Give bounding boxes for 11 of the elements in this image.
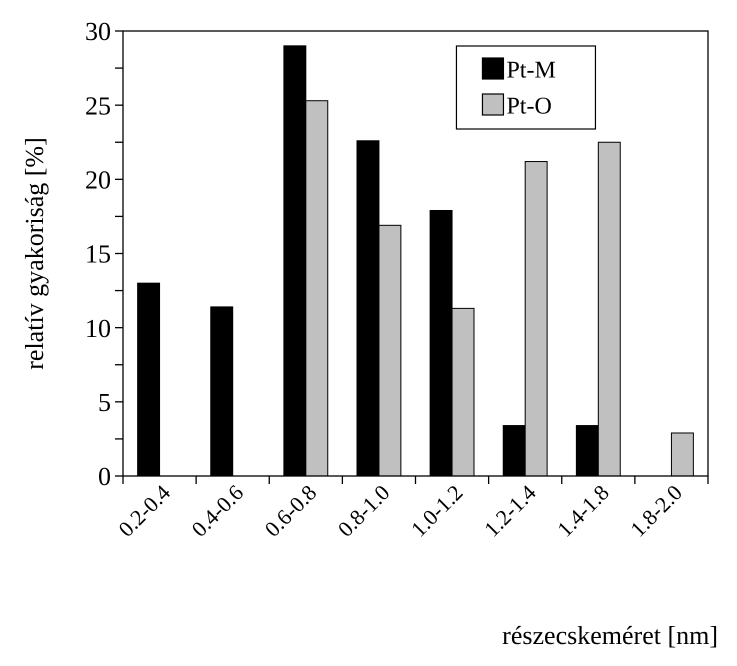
- y-axis-title: relatív gyakoriság [%]: [20, 137, 49, 370]
- y-tick-label: 10: [85, 314, 111, 343]
- y-tick-label: 5: [98, 388, 111, 417]
- y-tick-label: 20: [85, 165, 111, 194]
- legend-label: Pt-O: [506, 93, 552, 120]
- x-axis-title: részecskeméret [nm]: [502, 621, 718, 650]
- y-tick-label: 0: [98, 462, 111, 492]
- legend-label: Pt-M: [506, 57, 556, 84]
- y-tick-label: 25: [85, 91, 111, 120]
- y-tick-label: 30: [85, 17, 111, 46]
- y-tick-label: 15: [85, 240, 111, 269]
